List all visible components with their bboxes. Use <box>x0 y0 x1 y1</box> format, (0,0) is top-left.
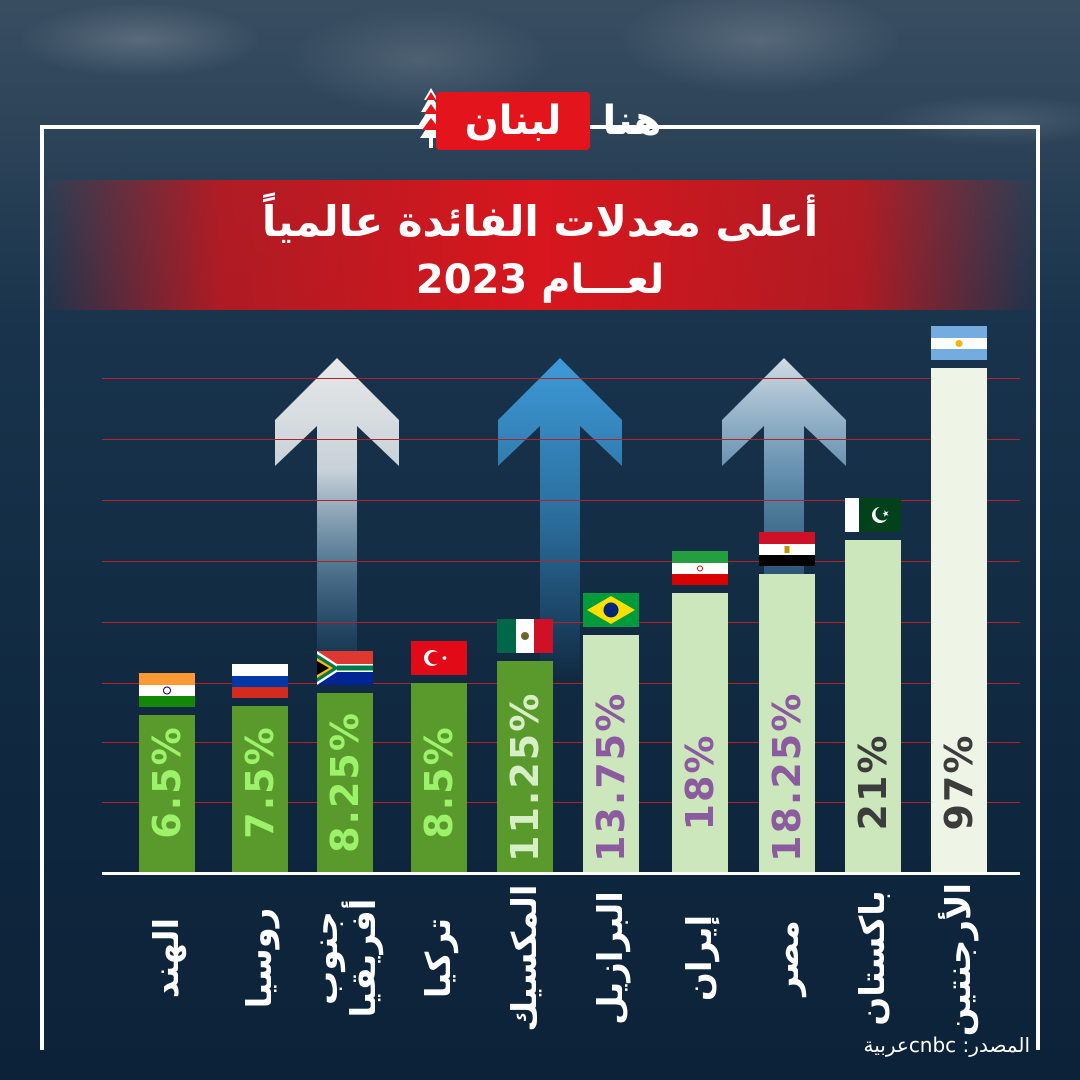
arrow-up-icon <box>498 358 622 678</box>
grid-line <box>102 742 1020 743</box>
x-tick-label: إيران <box>680 914 720 1002</box>
bar <box>583 635 639 872</box>
logo-red-box <box>436 92 590 150</box>
south-africa-flag <box>317 651 373 685</box>
x-tick-label: الأرجنتين <box>939 883 979 1037</box>
grid-line <box>102 439 1020 440</box>
title-banner <box>40 180 1040 310</box>
x-axis-baseline <box>102 872 1020 875</box>
bar <box>139 715 195 872</box>
egypt-flag <box>759 532 815 566</box>
logo-text-lebanon: لبنان <box>464 98 562 144</box>
bar-value-label: 18% <box>678 733 722 831</box>
india-flag <box>139 673 195 707</box>
pakistan-flag <box>845 498 901 532</box>
russia-flag <box>232 664 288 698</box>
bar-value-label: 21% <box>851 733 895 831</box>
arrow-up-icon <box>722 358 846 678</box>
mexico-flag <box>497 619 553 653</box>
arrow-up-icon <box>275 358 399 678</box>
bar <box>672 593 728 872</box>
x-tick-label: البرازيل <box>591 891 631 1025</box>
grid-line <box>102 683 1020 684</box>
bar-value-label: 8.25% <box>323 711 367 853</box>
x-tick-label: المكسيك <box>505 884 545 1032</box>
bar <box>411 683 467 872</box>
turkey-flag <box>411 641 467 675</box>
x-tick-label-line: جنوب <box>306 911 346 1005</box>
grid-line <box>102 500 1020 501</box>
logo-text-here: هنا <box>602 98 662 144</box>
grid-line <box>102 378 1020 379</box>
bar-value-label: 13.75% <box>589 691 633 862</box>
bar-value-label: 97% <box>937 733 981 831</box>
x-tick-label: مصر <box>767 920 807 996</box>
grid-line <box>102 622 1020 623</box>
x-tick-label-line: أفريقيا <box>344 898 384 1018</box>
bar-value-label: 11.25% <box>503 691 547 862</box>
brazil-flag <box>583 593 639 627</box>
x-tick-label: الهند <box>147 917 187 999</box>
grid-line <box>102 802 1020 803</box>
iran-flag <box>672 551 728 585</box>
bar-value-label: 18.25% <box>765 691 809 862</box>
bar <box>497 661 553 872</box>
bar-value-label: 8.5% <box>417 725 461 839</box>
argentina-flag <box>931 326 987 360</box>
x-tick-label: جنوب أفريقيا <box>306 883 384 1033</box>
bar <box>232 706 288 872</box>
brand-logo: لبنان هنا <box>416 86 672 152</box>
x-tick-label: باكستان <box>853 890 893 1026</box>
chart-title: أعلى معدلات الفائدة عالمياً <box>261 197 819 246</box>
bar <box>317 693 373 872</box>
source-credit: المصدر: cnbcعربية <box>863 1033 1030 1057</box>
bar <box>759 574 815 872</box>
bar <box>845 540 901 872</box>
chart-subtitle: لعـــام 2023 <box>415 257 665 303</box>
bar-value-label: 6.5% <box>145 725 189 839</box>
grid-line <box>102 561 1020 562</box>
bar-value-label: 7.5% <box>238 725 282 839</box>
x-tick-label: تركيا <box>419 917 459 999</box>
x-tick-label: روسيا <box>240 907 280 1009</box>
bar <box>931 368 987 872</box>
